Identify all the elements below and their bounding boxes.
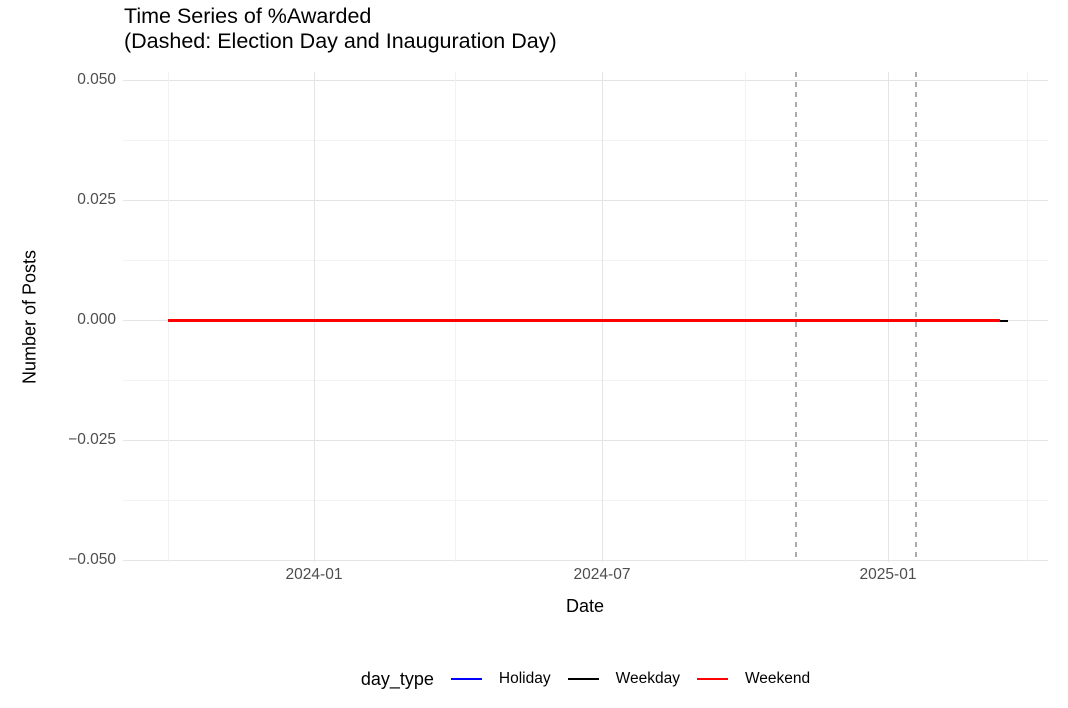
plot-panel <box>123 72 1048 562</box>
election-day-line <box>795 72 797 562</box>
chart-title: Time Series of %Awarded <box>124 4 372 28</box>
weekend-line <box>168 318 1000 322</box>
legend-label-weekend: Weekend <box>744 670 811 687</box>
gridline-major-y <box>123 560 1048 561</box>
legend: day_type Holiday Weekday Weekend <box>123 666 1048 692</box>
legend-label-weekday: Weekday <box>615 670 680 687</box>
gridline-minor-x <box>168 72 169 562</box>
gridline-minor-y <box>123 500 1048 501</box>
x-tick-label: 2024-01 <box>285 566 343 583</box>
gridline-minor-y <box>123 140 1048 141</box>
x-tick-label: 2024-07 <box>573 566 631 583</box>
y-tick-label: −0.050 <box>68 551 116 568</box>
inauguration-day-line <box>915 72 917 562</box>
legend-label-holiday: Holiday <box>498 670 551 687</box>
weekday-line-key <box>567 677 599 681</box>
gridline-major-y <box>123 80 1048 81</box>
y-tick-label: 0.000 <box>77 311 116 328</box>
holiday-line-key <box>450 677 482 681</box>
y-tick-label: 0.025 <box>77 191 116 208</box>
y-axis-title: Number of Posts <box>19 249 40 385</box>
y-tick-label: −0.025 <box>68 431 116 448</box>
y-tick-label: 0.050 <box>77 71 116 88</box>
gridline-major-y <box>123 200 1048 201</box>
gridline-major-x <box>888 72 889 562</box>
legend-item-weekend: Weekend <box>696 670 811 688</box>
gridline-minor-y <box>123 260 1048 261</box>
legend-title: day_type <box>360 668 434 689</box>
gridline-minor-x <box>1027 72 1028 562</box>
legend-item-weekday: Weekday <box>567 670 680 688</box>
weekend-line-key <box>696 677 728 681</box>
x-axis-title: Date <box>565 596 605 616</box>
gridline-minor-x <box>745 72 746 562</box>
legend-item-holiday: Holiday <box>450 670 551 688</box>
x-tick-label: 2025-01 <box>859 566 917 583</box>
gridline-major-x <box>602 72 603 562</box>
gridline-minor-x <box>455 72 456 562</box>
gridline-major-y <box>123 440 1048 441</box>
gridline-major-x <box>314 72 315 562</box>
chart-subtitle: (Dashed: Election Day and Inauguration D… <box>124 29 557 53</box>
gridline-minor-y <box>123 380 1048 381</box>
